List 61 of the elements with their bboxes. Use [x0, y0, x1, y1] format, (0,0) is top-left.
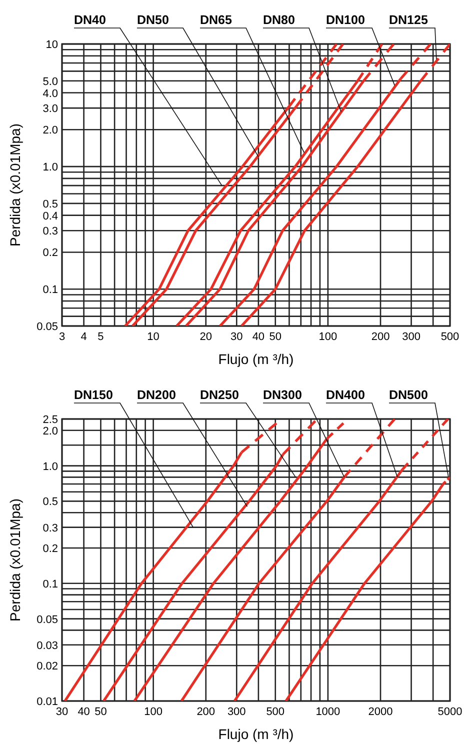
y-tick-label: 0.5	[42, 198, 58, 210]
x-axis-title: Flujo (m ³/h)	[218, 726, 294, 742]
x-tick-label: 5	[98, 331, 104, 343]
x-tick-label: 300	[402, 331, 420, 343]
y-tick-label: 3.0	[42, 103, 58, 116]
y-tick-label: 0.5	[42, 496, 58, 508]
x-tick-label: 50	[94, 706, 107, 718]
y-tick-label: 0.1	[42, 578, 58, 590]
x-tick-label: 1000	[316, 706, 340, 718]
annotation: DN40	[74, 13, 106, 27]
annotation: DN250	[200, 388, 239, 402]
x-tick-label: 30	[56, 706, 68, 718]
y-tick-label: 10	[46, 39, 58, 51]
y-tick-label: 0.03	[36, 640, 58, 652]
y-tick-label: 0.2	[42, 247, 58, 260]
x-tick-label: 5000	[438, 706, 462, 718]
x-tick-label: 10	[147, 331, 160, 343]
x-tick-label: 200	[371, 331, 390, 343]
x-tick-label: 2000	[368, 706, 393, 718]
x-tick-label: 50	[269, 331, 282, 343]
x-axis-title: Flujo (m ³/h)	[218, 351, 294, 367]
x-tick-label: 30	[230, 331, 243, 343]
y-tick-label: 0.02	[36, 660, 58, 673]
x-tick-label: 300	[227, 706, 246, 718]
x-tick-label: 500	[440, 331, 460, 343]
x-tick-label: 40	[252, 331, 265, 343]
y-tick-label: 2.0	[42, 425, 58, 438]
x-tick-label: 40	[78, 706, 90, 718]
y-tick-label: 2.0	[42, 124, 58, 137]
y-tick-label: 1.0	[42, 460, 58, 473]
annotation: DN125	[389, 13, 428, 27]
annotation: DN500	[389, 388, 428, 402]
y-tick-label: 5.0	[42, 76, 58, 88]
y-tick-label: 0.01	[36, 696, 58, 708]
annotation: DN50	[137, 13, 170, 27]
annotation: DN80	[263, 13, 296, 27]
y-tick-label: 0.4	[42, 210, 58, 222]
y-tick-label: 0.05	[36, 614, 58, 626]
y-tick-label: 2.5	[42, 414, 58, 426]
y-axis-title: Perdida (x0.01Mpa)	[7, 124, 23, 246]
y-tick-label: 4.0	[42, 88, 58, 100]
annotation: DN150	[74, 388, 113, 402]
y-tick-label: 0.2	[42, 543, 58, 555]
y-tick-label: 0.1	[42, 284, 58, 296]
x-tick-label: 100	[144, 706, 162, 718]
x-tick-label: 500	[266, 706, 285, 718]
annotation: DN200	[137, 388, 176, 402]
y-axis-title: Perdida (x0.01Mpa)	[7, 498, 23, 622]
x-tick-label: 200	[196, 706, 216, 718]
x-tick-label: 3	[58, 331, 66, 343]
y-tick-label: 0.3	[42, 522, 58, 534]
annotation: DN300	[263, 388, 302, 402]
annotation: DN100	[326, 13, 365, 27]
x-tick-label: 4	[80, 331, 87, 343]
x-tick-label: 100	[318, 331, 338, 343]
annotation: DN65	[200, 13, 232, 27]
annotation: DN400	[326, 388, 365, 402]
y-tick-label: 0.3	[42, 226, 58, 238]
x-tick-label: 20	[200, 331, 212, 343]
y-tick-label: 0.05	[36, 321, 58, 333]
y-tick-label: 1.0	[42, 162, 58, 174]
